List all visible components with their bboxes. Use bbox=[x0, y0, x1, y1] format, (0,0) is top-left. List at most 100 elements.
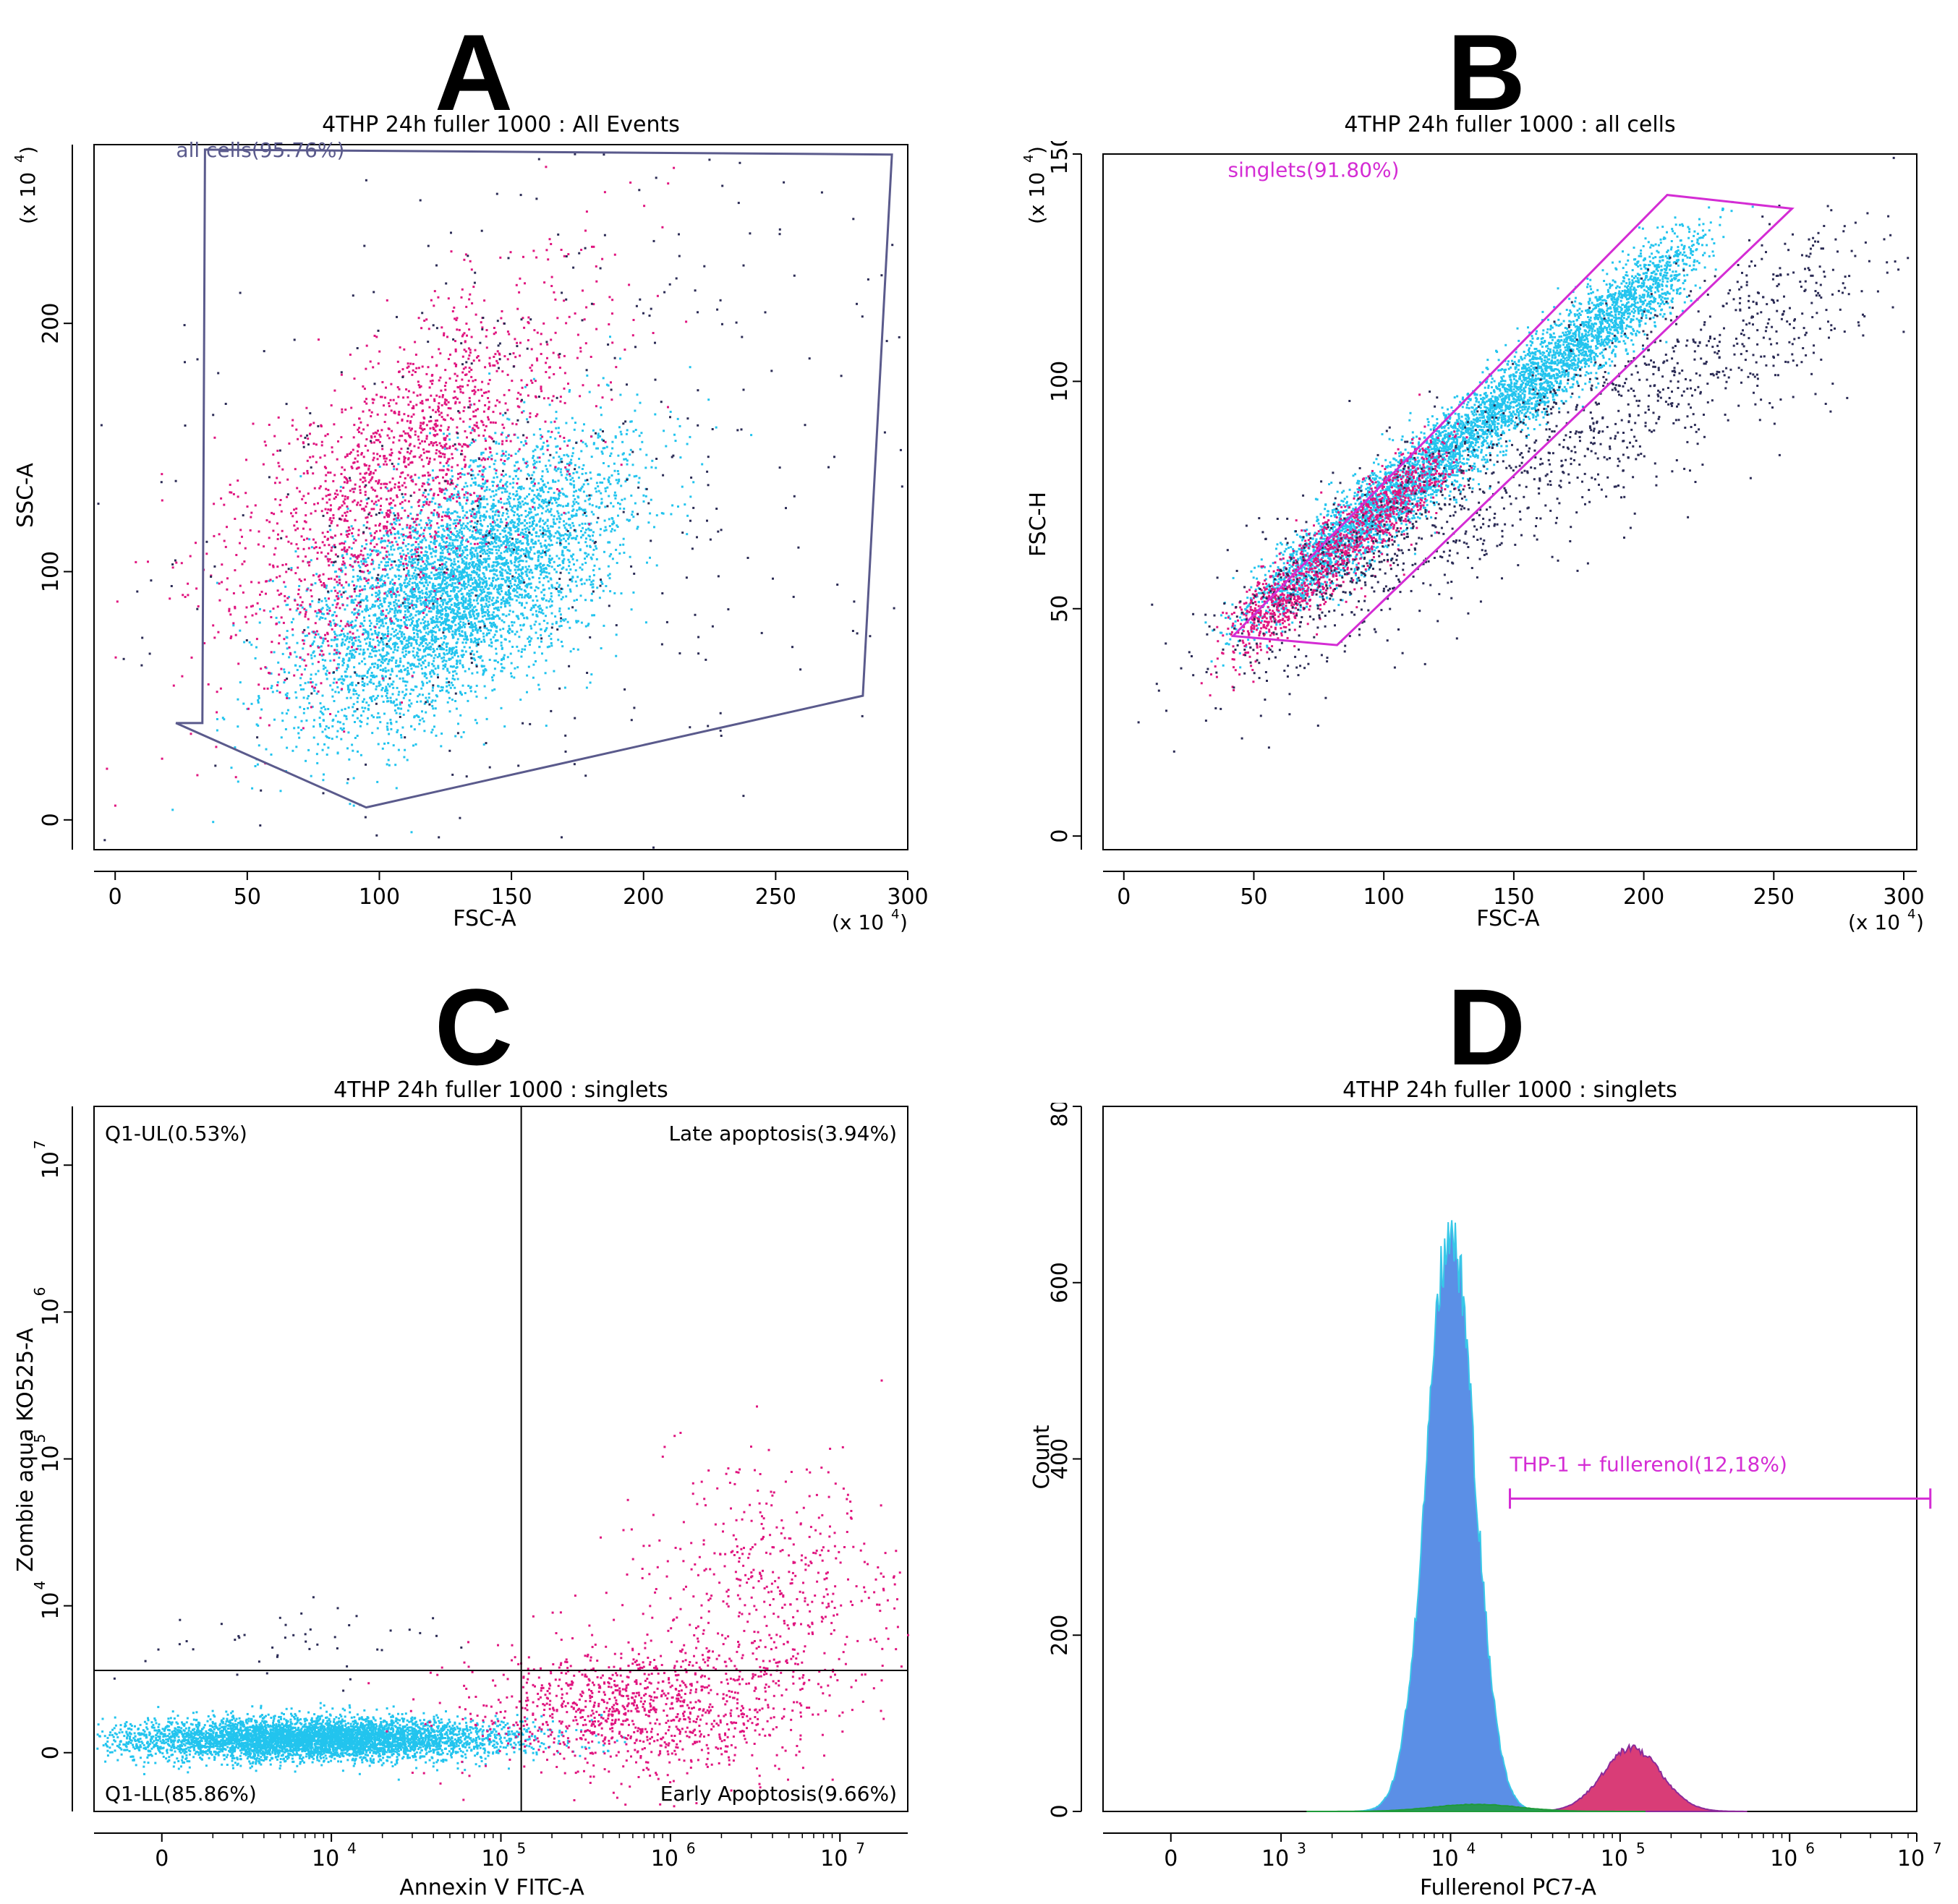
event-point bbox=[626, 463, 629, 466]
event-point bbox=[505, 539, 508, 542]
event-point bbox=[464, 587, 467, 590]
event-point bbox=[384, 597, 387, 600]
event-point bbox=[585, 495, 588, 498]
event-point bbox=[455, 592, 458, 595]
event-point bbox=[329, 624, 332, 627]
event-point bbox=[454, 670, 456, 673]
event-point bbox=[428, 545, 430, 547]
event-point bbox=[448, 524, 451, 526]
event-point bbox=[460, 578, 463, 581]
event-point bbox=[474, 516, 477, 519]
event-point bbox=[561, 568, 563, 570]
event-point bbox=[547, 550, 550, 552]
event-point bbox=[616, 526, 619, 528]
event-point bbox=[383, 580, 386, 583]
event-point bbox=[369, 586, 372, 589]
event-point bbox=[386, 550, 389, 553]
event-point bbox=[460, 593, 463, 596]
event-point bbox=[420, 631, 422, 633]
event-point bbox=[484, 542, 487, 545]
event-point bbox=[410, 702, 413, 705]
event-point bbox=[490, 507, 493, 510]
event-point bbox=[565, 468, 568, 471]
event-point bbox=[469, 626, 472, 628]
event-point bbox=[526, 568, 529, 571]
event-point bbox=[387, 633, 389, 636]
event-point bbox=[527, 582, 530, 585]
event-point bbox=[491, 480, 494, 483]
event-point bbox=[452, 589, 455, 592]
event-point bbox=[501, 647, 503, 650]
event-point bbox=[516, 508, 519, 511]
event-point bbox=[442, 601, 445, 604]
event-point bbox=[632, 430, 635, 433]
event-point bbox=[616, 524, 618, 527]
event-point bbox=[549, 436, 552, 438]
event-point bbox=[373, 614, 375, 617]
event-point bbox=[590, 592, 593, 595]
event-point bbox=[393, 700, 396, 703]
event-point bbox=[387, 561, 389, 563]
event-point bbox=[474, 587, 477, 589]
event-point bbox=[413, 728, 416, 731]
event-point bbox=[478, 564, 481, 567]
event-point bbox=[414, 578, 417, 581]
event-point bbox=[613, 491, 616, 494]
event-point bbox=[556, 445, 559, 448]
event-point bbox=[411, 549, 413, 551]
event-point bbox=[417, 597, 420, 600]
event-point bbox=[443, 529, 446, 532]
event-point bbox=[441, 524, 444, 527]
event-point bbox=[311, 705, 314, 708]
event-point bbox=[518, 586, 521, 589]
event-point bbox=[270, 687, 273, 689]
event-point bbox=[472, 606, 475, 609]
event-point bbox=[417, 649, 420, 652]
event-point bbox=[437, 531, 440, 534]
event-point bbox=[468, 573, 471, 576]
event-point bbox=[474, 628, 477, 631]
event-point bbox=[456, 496, 459, 499]
event-point bbox=[448, 710, 451, 713]
event-point bbox=[569, 626, 571, 629]
event-point bbox=[469, 641, 472, 644]
event-point bbox=[359, 754, 362, 756]
event-point bbox=[555, 427, 558, 430]
event-point bbox=[598, 505, 601, 508]
event-point bbox=[413, 636, 416, 639]
event-point bbox=[533, 506, 536, 509]
event-point bbox=[457, 577, 460, 580]
event-point bbox=[337, 710, 340, 713]
event-point bbox=[485, 696, 488, 699]
event-point bbox=[482, 597, 485, 599]
event-point bbox=[483, 590, 485, 593]
event-point bbox=[487, 545, 490, 548]
event-point bbox=[456, 599, 459, 602]
event-point bbox=[495, 489, 498, 492]
event-point bbox=[508, 500, 511, 503]
event-point bbox=[564, 477, 567, 479]
event-point bbox=[276, 681, 279, 684]
event-point bbox=[562, 618, 564, 621]
event-point bbox=[260, 708, 263, 711]
event-point bbox=[422, 645, 425, 647]
event-point bbox=[348, 659, 351, 662]
event-point bbox=[345, 654, 348, 657]
event-point bbox=[608, 479, 610, 482]
event-point bbox=[571, 576, 574, 579]
event-point bbox=[461, 684, 464, 687]
event-point bbox=[584, 625, 587, 628]
event-point bbox=[357, 579, 359, 582]
event-point bbox=[370, 585, 373, 588]
event-point bbox=[460, 573, 463, 575]
event-point bbox=[386, 763, 388, 766]
event-point bbox=[407, 610, 409, 613]
event-point bbox=[311, 631, 314, 633]
event-point bbox=[399, 669, 402, 672]
event-point bbox=[585, 579, 588, 581]
event-point bbox=[535, 631, 537, 634]
event-point bbox=[531, 571, 534, 574]
event-point bbox=[421, 557, 423, 559]
event-point bbox=[501, 670, 503, 673]
event-point bbox=[446, 667, 449, 670]
